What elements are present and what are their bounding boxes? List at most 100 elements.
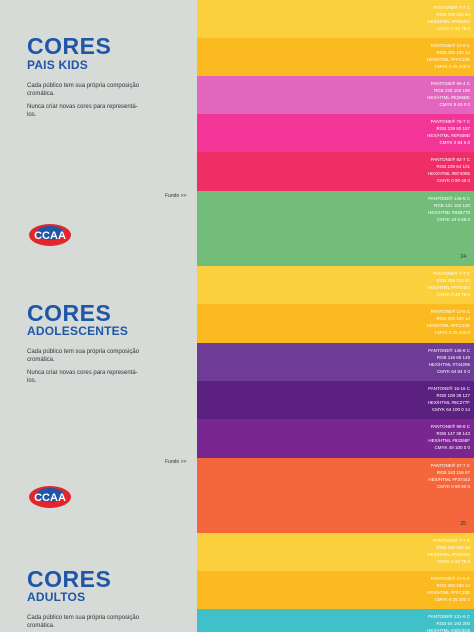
swatch-list: PANTONE® 7-7 C RGB 255 204 84 HEX/HTML #FF…	[197, 0, 474, 266]
page-number: 25	[460, 521, 466, 527]
pantone-code: PANTONE® 131-6 C	[428, 614, 470, 619]
hex-value: HEX/HTML #93268F	[428, 438, 470, 443]
description-rule: Nunca criar novas cores para representá-…	[27, 370, 138, 384]
hex-value: HEX/HTML #83B778	[428, 210, 470, 215]
swatch: PANTONE® 15-16 C RGB 108 39 127 HEX/HTML #…	[197, 381, 474, 419]
pantone-code: PANTONE® 10-8 C	[430, 43, 470, 48]
color-spec: PANTONE® 90-4 C RGB 226 102 190 HEX/HTML #…	[427, 80, 470, 108]
cmyk-value: CMYK 0 25 100 0	[434, 597, 470, 602]
description: Cada público tem sua própria composição …	[27, 615, 140, 629]
cmyk-value: CMYK 0 84 5 0	[439, 140, 470, 145]
rgb-value: RGB 147 38 143	[436, 431, 470, 436]
swatch: PANTONE® 82-7 C RGB 239 64 101 HEX/HTML #E…	[197, 152, 474, 191]
hex-value: HEX/HTML #FFD454	[427, 285, 470, 290]
swatch: PANTONE® 131-6 C RGB 64 192 200 HEX/HTML #…	[197, 609, 474, 632]
pantone-code: PANTONE® 89-8 C	[430, 424, 470, 429]
swatch: PANTONE® 145-8 C RGB 116 65 149 HEX/HTML #…	[197, 343, 474, 381]
logo-text: CCAA	[34, 230, 66, 242]
color-spec: PANTONE® 89-8 C RGB 147 38 143 HEX/HTML #9…	[428, 423, 470, 451]
hex-value: HEX/HTML #FFC20E	[426, 590, 470, 595]
swatch: PANTONE® 7-7 C RGB 255 204 84 HEX/HTML #FF…	[197, 266, 474, 304]
page-adultos: CORES ADULTOS Cada público tem sua própr…	[0, 533, 474, 632]
rgb-value: RGB 255 204 84	[436, 278, 470, 283]
rgb-value: RGB 243 116 67	[436, 470, 470, 475]
hex-value: HEX/HTML #FFD454	[427, 552, 470, 557]
pantone-code: PANTONE® 37-7 C	[430, 463, 470, 468]
swatch: PANTONE® 7-7 C RGB 255 204 84 HEX/HTML #FF…	[197, 533, 474, 571]
hex-value: HEX/HTML #744295	[428, 362, 470, 367]
swatch: PANTONE® 10-8 C RGB 255 190 14 HEX/HTML #F…	[197, 38, 474, 76]
fundo-label: Fundo >>	[165, 459, 187, 465]
hex-value: HEX/HTML #F37443	[428, 477, 470, 482]
cmyk-value: CMYK 0 20 78 0	[436, 292, 470, 297]
left-panel	[0, 266, 197, 533]
cmyk-value: CMYK 44 0 65 0	[436, 217, 470, 222]
rgb-value: RGB 239 80 157	[436, 126, 470, 131]
section-subtitle: ADOLESCENTES	[27, 324, 129, 338]
fundo-label: Fundo >>	[165, 193, 187, 199]
color-spec: PANTONE® 37-7 C RGB 243 116 67 HEX/HTML #F…	[428, 462, 470, 490]
description: Cada público tem sua própria composição …	[27, 349, 140, 363]
pantone-code: PANTONE® 10-8 C	[430, 576, 470, 581]
color-spec: PANTONE® 10-8 C RGB 255 190 14 HEX/HTML #F…	[427, 308, 470, 336]
color-spec: PANTONE® 131-6 C RGB 64 192 200 HEX/HTML #…	[427, 613, 470, 632]
rgb-value: RGB 255 190 14	[436, 316, 470, 321]
swatch: PANTONE® 7-7 C RGB 255 204 84 HEX/HTML #FF…	[197, 0, 474, 38]
page-pais-kids: CORES PAIS KIDS Cada público tem sua pró…	[0, 0, 474, 266]
cmyk-value: CMYK 0 25 100 0	[434, 330, 470, 335]
cmyk-value: CMYK 0 25 100 0	[434, 64, 470, 69]
cmyk-value: CMYK 0 20 78 0	[436, 26, 470, 31]
page-number: 24	[460, 254, 466, 260]
color-spec: PANTONE® 82-7 C RGB 239 64 101 HEX/HTML #E…	[428, 156, 470, 184]
rgb-value: RGB 255 190 14	[436, 583, 470, 588]
rgb-value: RGB 108 39 127	[436, 393, 470, 398]
pantone-code: PANTONE® 146-5 C	[428, 196, 470, 201]
color-spec: PANTONE® 7-7 C RGB 255 204 84 HEX/HTML #FF…	[427, 270, 470, 298]
section-title: CORES	[27, 300, 112, 326]
pantone-code: PANTONE® 7-7 C	[433, 538, 470, 543]
page-adolescentes: CORES ADOLESCENTES Cada público tem sua …	[0, 266, 474, 533]
description: Cada público tem sua própria composição …	[27, 83, 140, 97]
color-spec: PANTONE® 10-8 C RGB 255 190 14 HEX/HTML #F…	[427, 575, 470, 603]
hex-value: HEX/HTML #FFD454	[427, 19, 470, 24]
rgb-value: RGB 64 192 200	[436, 621, 470, 626]
color-spec: PANTONE® 75-7 C RGB 239 80 157 HEX/HTML #E…	[427, 118, 470, 146]
section-title: CORES	[27, 33, 112, 59]
swatch-list: PANTONE® 7-7 C RGB 255 204 84 HEX/HTML #FF…	[197, 266, 474, 533]
pantone-code: PANTONE® 82-7 C	[430, 157, 470, 162]
hex-value: HEX/HTML #E266BE	[427, 95, 470, 100]
swatch: PANTONE® 89-8 C RGB 147 38 143 HEX/HTML #9…	[197, 419, 474, 458]
hex-value: HEX/HTML #FFC20E	[426, 323, 470, 328]
cmyk-value: CMYK 64 100 0 14	[431, 407, 470, 412]
rgb-value: RGB 255 204 84	[436, 12, 470, 17]
swatch: PANTONE® 10-8 C RGB 255 190 14 HEX/HTML #F…	[197, 304, 474, 343]
rgb-value: RGB 255 204 84	[436, 545, 470, 550]
hex-value: HEX/HTML #FFC20E	[426, 57, 470, 62]
color-spec: PANTONE® 7-7 C RGB 255 204 84 HEX/HTML #FF…	[427, 4, 470, 32]
swatch: PANTONE® 10-8 C RGB 255 190 14 HEX/HTML #F…	[197, 571, 474, 609]
ccaa-logo: CCAA	[29, 224, 71, 246]
color-spec: PANTONE® 7-7 C RGB 255 204 84 HEX/HTML #FF…	[427, 537, 470, 565]
section-subtitle: PAIS KIDS	[27, 58, 88, 72]
section-subtitle: ADULTOS	[27, 590, 86, 604]
swatch: 25 PANTONE® 37-7 C RGB 243 116 67 HEX/HTML…	[197, 458, 474, 533]
cmyk-value: CMYK 0 68 90 0	[436, 484, 470, 489]
cmyk-value: CMYK 49 100 0 0	[434, 445, 470, 450]
pantone-code: PANTONE® 15-16 C	[428, 386, 470, 391]
color-spec: PANTONE® 145-8 C RGB 116 65 149 HEX/HTML #…	[428, 347, 470, 375]
pantone-code: PANTONE® 7-7 C	[433, 5, 470, 10]
rgb-value: RGB 116 65 149	[436, 355, 470, 360]
color-spec: PANTONE® 15-16 C RGB 108 39 127 HEX/HTML #…	[428, 385, 470, 413]
section-title: CORES	[27, 566, 112, 592]
rgb-value: RGB 131 183 120	[433, 203, 470, 208]
swatch: PANTONE® 90-4 C RGB 226 102 190 HEX/HTML #…	[197, 76, 474, 114]
left-panel	[0, 0, 197, 266]
swatch-list: PANTONE® 7-7 C RGB 255 204 84 HEX/HTML #FF…	[197, 533, 474, 632]
logo-text: CCAA	[34, 492, 66, 504]
rgb-value: RGB 255 190 14	[436, 50, 470, 55]
description-rule: Nunca criar novas cores para representá-…	[27, 104, 138, 118]
swatch: PANTONE® 75-7 C RGB 239 80 157 HEX/HTML #E…	[197, 114, 474, 152]
ccaa-logo: CCAA	[29, 486, 71, 508]
cmyk-value: CMYK 0 90 46 0	[436, 178, 470, 183]
hex-value: HEX/HTML #EF509D	[427, 133, 470, 138]
